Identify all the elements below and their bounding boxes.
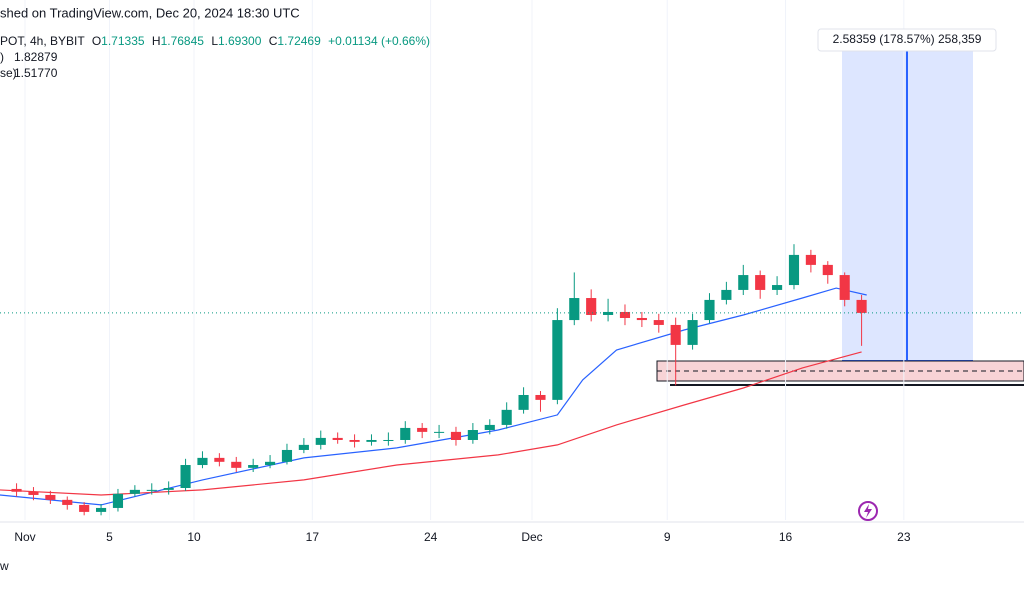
candle-body (383, 439, 394, 441)
candle-body (467, 430, 478, 440)
candle-body (281, 449, 293, 462)
footer: w (0, 559, 9, 573)
candle-body (79, 504, 90, 512)
low: 1.69300 (218, 34, 262, 48)
candle-body (298, 444, 309, 450)
candle-body (214, 457, 225, 462)
title: shed on TradingView.com, Dec 20, 2024 18… (0, 5, 300, 20)
candle-body (738, 275, 749, 290)
candle-body (856, 299, 867, 313)
candle-body (535, 394, 546, 400)
candle-body (231, 461, 242, 468)
candle-body (180, 465, 191, 488)
symbol: POT, 4h, BYBIT (0, 34, 85, 48)
x-tick-label: 5 (106, 530, 113, 544)
candle-body (264, 461, 276, 466)
candle-body (129, 489, 140, 494)
icon-bolt (864, 504, 872, 518)
x-tick-label: Nov (14, 530, 35, 544)
candle-body (788, 254, 800, 286)
candle-body (417, 427, 428, 432)
close: 1.72469 (277, 34, 321, 48)
candle-body (839, 275, 850, 300)
ma-value: 1.51770 (14, 66, 58, 80)
ma-value: 1.82879 (14, 50, 58, 64)
plot (0, 0, 1024, 520)
candle-body (603, 311, 614, 315)
candle-body (484, 424, 495, 431)
candle-body (248, 465, 259, 468)
candle-body (670, 324, 681, 345)
x-tick-label: 16 (779, 530, 793, 544)
c-label: C (269, 34, 278, 48)
open: 1.71335 (101, 34, 145, 48)
candle-body (95, 507, 107, 512)
candle-body (822, 264, 833, 276)
candle-body (146, 489, 157, 491)
x-tick-label: 24 (424, 530, 438, 544)
candle-body (45, 494, 56, 500)
x-tick-label: Dec (521, 530, 542, 544)
candle-body (552, 320, 563, 400)
candle-body (450, 431, 462, 440)
candle-body (197, 457, 208, 466)
candle-body (569, 298, 580, 321)
candle-body (28, 491, 39, 495)
candle-body (163, 487, 174, 490)
candle-body (501, 409, 512, 425)
candle-body (721, 289, 732, 300)
candle-body (619, 311, 631, 318)
o-label: O (92, 34, 101, 48)
ma-name: se) (0, 66, 17, 80)
candle-body (772, 285, 783, 290)
candle-body (653, 320, 664, 325)
candle-body (332, 437, 343, 440)
candle-body (755, 275, 766, 290)
x-tick-label: 17 (306, 530, 320, 544)
candle-body (636, 317, 647, 321)
x-tick-label: 23 (897, 530, 911, 544)
change: +0.01134 (+0.66%) (328, 34, 430, 48)
x-tick-label: 10 (187, 530, 201, 544)
moving-average (0, 287, 867, 506)
legend-row: POT, 4h, BYBIT O1.71335 H1.76845 L1.6930… (0, 34, 430, 48)
candle-body (62, 499, 73, 505)
candle-body (805, 254, 816, 265)
candle-body (366, 439, 377, 442)
candle-body (400, 427, 411, 440)
h-label: H (152, 34, 161, 48)
candle-body (112, 493, 124, 508)
candle-body (687, 320, 698, 345)
measure-label-box (817, 28, 997, 52)
candle-body (518, 394, 529, 410)
measure-label: 2.58359 (178.57%) 258,359 (833, 32, 982, 46)
candle-body (11, 488, 22, 492)
high: 1.76845 (161, 34, 205, 48)
candle-body (586, 298, 597, 315)
candle-body (434, 431, 445, 433)
x-tick-label: 9 (664, 530, 671, 544)
candle-body (349, 439, 360, 442)
ma-name: ) (0, 50, 4, 64)
candle-body (704, 299, 715, 321)
candle-body (315, 437, 326, 445)
l-label: L (211, 34, 218, 48)
